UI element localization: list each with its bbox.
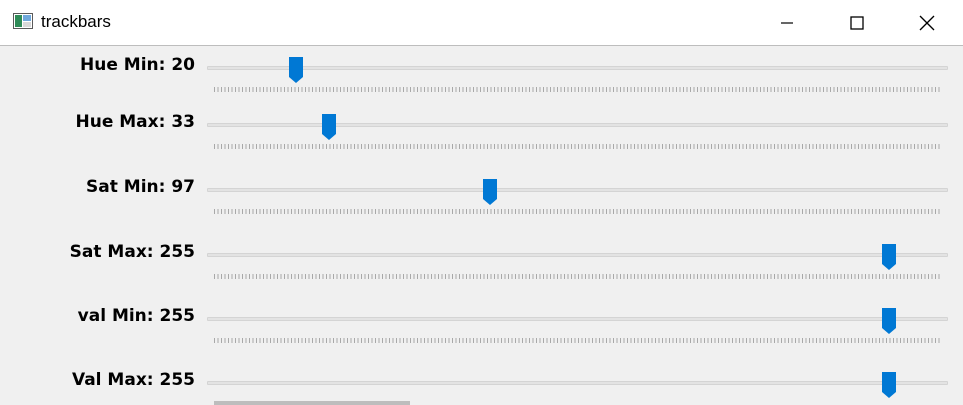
slider-thumb[interactable] — [881, 243, 897, 271]
trackbar-sat-max: Sat Max: 255 — [0, 236, 963, 296]
close-button[interactable] — [892, 0, 962, 46]
window-app-icon — [13, 13, 33, 29]
slider-ticks — [214, 274, 942, 279]
trackbar-val-max: Val Max: 255 — [0, 364, 963, 405]
slider-track[interactable] — [207, 188, 948, 192]
slider-track[interactable] — [207, 123, 948, 127]
window-title: trackbars — [41, 12, 111, 31]
slider-ticks — [214, 87, 942, 92]
slider-ticks — [214, 209, 942, 214]
slider-thumb[interactable] — [881, 371, 897, 399]
slider-ticks — [214, 338, 942, 343]
slider-track[interactable] — [207, 66, 948, 70]
trackbar-label: Hue Max: 33 — [75, 112, 195, 132]
slider-thumb[interactable] — [881, 307, 897, 335]
close-icon — [919, 15, 935, 31]
trackbar-label: Sat Min: 97 — [86, 177, 195, 197]
trackbar-label: Val Max: 255 — [71, 370, 195, 390]
maximize-button[interactable] — [822, 0, 892, 46]
slider-thumb[interactable] — [482, 178, 498, 206]
trackbar-hue-max: Hue Max: 33 — [0, 106, 963, 166]
horizontal-scrollbar[interactable] — [214, 401, 410, 405]
trackbar-sat-min: Sat Min: 97 — [0, 171, 963, 231]
slider-track[interactable] — [207, 317, 948, 321]
trackbar-hue-min: Hue Min: 20 — [0, 49, 963, 109]
slider-thumb[interactable] — [288, 56, 304, 84]
slider-thumb[interactable] — [321, 113, 337, 141]
slider-track[interactable] — [207, 381, 948, 385]
trackbar-label: Sat Max: 255 — [69, 242, 195, 262]
slider-track[interactable] — [207, 253, 948, 257]
minimize-button[interactable] — [752, 0, 822, 46]
title-bar[interactable]: trackbars — [0, 0, 963, 46]
slider-ticks — [214, 144, 942, 149]
minimize-icon — [781, 22, 793, 24]
trackbar-label: Hue Min: 20 — [80, 55, 195, 75]
trackbar-label: val Min: 255 — [77, 306, 195, 326]
trackbar-val-min: val Min: 255 — [0, 300, 963, 360]
maximize-icon — [850, 16, 864, 30]
